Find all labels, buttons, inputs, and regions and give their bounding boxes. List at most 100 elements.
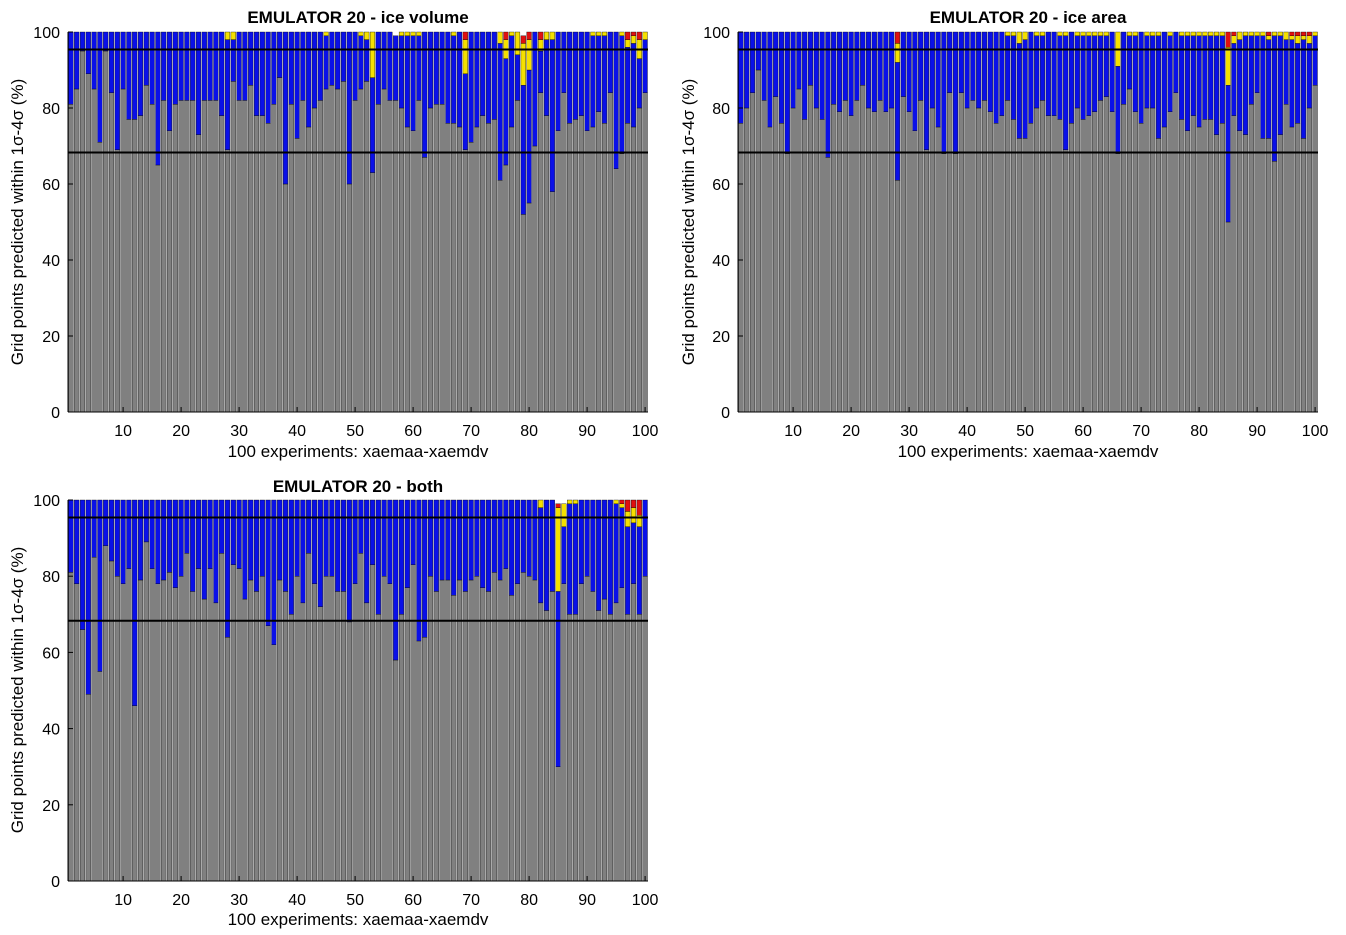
bar-1-sigma	[929, 107, 935, 413]
bar-2-sigma	[613, 31, 619, 169]
bar-2-sigma	[137, 31, 144, 116]
bar-1-sigma	[1051, 115, 1057, 413]
bar-2-sigma	[85, 31, 91, 74]
chart-panel-ice-area: EMULATOR 20 - ice area Grid points predi…	[673, 0, 1346, 470]
bar-1-sigma	[143, 85, 149, 413]
bar-2-sigma	[271, 31, 277, 105]
bar-2-sigma	[964, 31, 970, 109]
bar-1-sigma	[387, 583, 393, 882]
bar-2-sigma	[288, 499, 294, 615]
bar-1-sigma	[1179, 119, 1185, 413]
bar-1-sigma	[773, 96, 779, 413]
bar-4-sigma	[520, 35, 526, 44]
bar-1-sigma	[97, 142, 103, 413]
bar-1-sigma	[607, 92, 613, 413]
bar-1-sigma	[474, 126, 480, 413]
bar-2-sigma	[433, 499, 439, 592]
plot-area	[68, 32, 648, 412]
bar-2-sigma	[1225, 85, 1231, 223]
bar-1-sigma	[894, 180, 901, 413]
bar-2-sigma	[114, 499, 120, 577]
x-tick-label: 40	[958, 423, 976, 440]
bar-1-sigma	[352, 100, 358, 413]
bar-2-sigma	[317, 499, 323, 607]
bar-2-sigma	[74, 31, 80, 90]
bar-2-sigma	[155, 499, 161, 584]
bar-1-sigma	[1126, 88, 1133, 413]
bar-3-sigma	[1034, 31, 1040, 36]
bar-3-sigma	[364, 31, 370, 40]
bar-2-sigma	[1097, 35, 1104, 101]
x-tick-label: 10	[784, 423, 802, 440]
bar-1-sigma	[213, 100, 219, 413]
bar-1-sigma	[172, 587, 178, 882]
bar-1-sigma	[485, 123, 492, 413]
bar-1-sigma	[1039, 100, 1046, 413]
bar-3-sigma	[416, 31, 422, 36]
bar-4-sigma	[1231, 31, 1237, 36]
bar-2-sigma	[1016, 43, 1022, 139]
bar-3-sigma	[1039, 31, 1046, 36]
bar-1-sigma	[329, 576, 335, 882]
bar-1-sigma	[543, 115, 550, 413]
bar-1-sigma	[561, 92, 567, 413]
x-tick-label: 20	[172, 423, 190, 440]
bar-2-sigma	[1005, 35, 1011, 101]
y-tick-label: 60	[42, 177, 60, 194]
bar-1-sigma	[439, 104, 445, 413]
bar-1-sigma	[242, 100, 248, 413]
bar-1-sigma	[491, 119, 497, 413]
bar-1-sigma	[358, 88, 364, 413]
bar-1-sigma	[601, 598, 608, 882]
bar-2-sigma	[340, 499, 347, 592]
bar-1-sigma	[918, 100, 924, 413]
bar-2-sigma	[178, 499, 184, 577]
bar-1-sigma	[416, 640, 422, 882]
bar-2-sigma	[311, 499, 318, 584]
bar-1-sigma	[1138, 123, 1144, 413]
bar-2-sigma	[358, 35, 364, 90]
bar-2-sigma	[1132, 35, 1138, 112]
bar-3-sigma	[1179, 31, 1185, 36]
bar-1-sigma	[68, 572, 74, 882]
bar-2-sigma	[636, 58, 642, 109]
bar-1-sigma	[993, 123, 999, 413]
bar-2-sigma	[74, 499, 80, 584]
bar-2-sigma	[1051, 31, 1057, 116]
bar-1-sigma	[393, 659, 399, 882]
bar-1-sigma	[1132, 111, 1138, 413]
bar-1-sigma	[555, 766, 561, 882]
bar-3-sigma	[1196, 31, 1202, 36]
bar-1-sigma	[416, 100, 422, 413]
bar-4-sigma	[630, 499, 637, 508]
bar-2-sigma	[854, 31, 860, 101]
bar-4-sigma	[538, 31, 544, 40]
bar-2-sigma	[1312, 35, 1318, 86]
bar-1-sigma	[1248, 104, 1254, 413]
bar-3-sigma	[538, 499, 544, 508]
bar-4-sigma	[625, 499, 631, 512]
bar-2-sigma	[1010, 35, 1017, 120]
bar-1-sigma	[958, 92, 964, 413]
bar-4-sigma	[625, 31, 631, 40]
bar-1-sigma	[532, 579, 538, 882]
bar-1-sigma	[1184, 130, 1191, 413]
bar-1-sigma	[137, 579, 144, 882]
bar-1-sigma	[625, 614, 631, 882]
bar-2-sigma	[491, 31, 497, 120]
y-tick-label: 0	[51, 405, 60, 422]
y-tick-label: 100	[33, 493, 60, 510]
bar-1-sigma	[923, 149, 930, 413]
bar-2-sigma	[277, 31, 283, 78]
bar-2-sigma	[358, 499, 364, 554]
bar-3-sigma	[596, 31, 602, 36]
bar-1-sigma	[497, 579, 503, 882]
y-tick-label: 80	[42, 101, 60, 118]
bar-3-sigma	[1184, 31, 1191, 36]
bar-2-sigma	[630, 522, 637, 584]
bar-1-sigma	[108, 92, 115, 413]
bar-1-sigma	[819, 119, 825, 413]
bar-3-sigma	[1289, 35, 1295, 40]
bar-2-sigma	[311, 31, 318, 109]
bar-2-sigma	[1022, 39, 1028, 139]
